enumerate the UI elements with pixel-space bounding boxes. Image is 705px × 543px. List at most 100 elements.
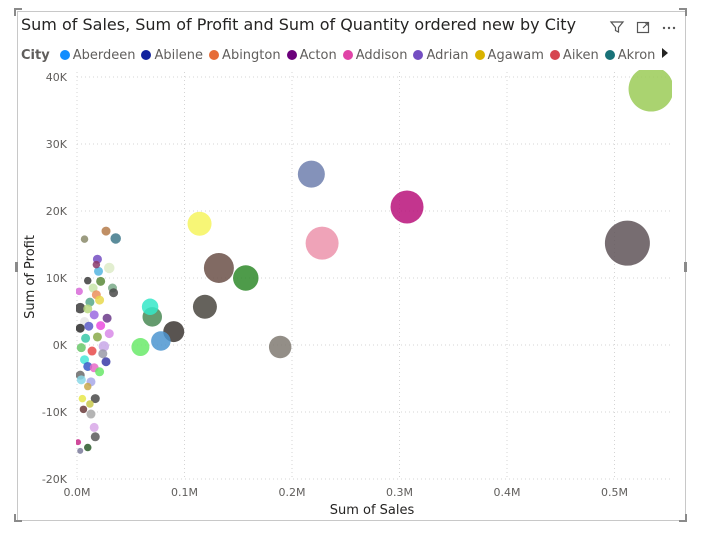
data-point[interactable] (98, 341, 110, 352)
legend-item[interactable]: Agawam (474, 47, 544, 63)
data-point[interactable] (78, 394, 87, 403)
data-point[interactable] (628, 67, 674, 112)
legend-dot (474, 50, 485, 60)
data-point[interactable] (80, 355, 90, 365)
legend-dot (209, 50, 220, 60)
data-point[interactable] (95, 367, 105, 377)
data-point[interactable] (83, 304, 93, 314)
data-point[interactable] (390, 190, 424, 224)
data-point[interactable] (96, 321, 106, 331)
data-point[interactable] (104, 329, 114, 339)
legend-item[interactable]: Abilene (141, 48, 203, 63)
data-point[interactable] (76, 375, 86, 385)
resize-handle-left[interactable] (15, 262, 18, 272)
data-point[interactable] (92, 260, 101, 269)
data-point[interactable] (76, 323, 85, 333)
data-point[interactable] (268, 335, 292, 359)
legend-dot (549, 50, 560, 60)
resize-handle-right[interactable] (684, 262, 687, 272)
data-point[interactable] (96, 276, 106, 286)
legend-item[interactable]: Abington (209, 48, 281, 63)
grid-lines (76, 72, 670, 480)
legend-item[interactable]: Aiken (549, 48, 599, 63)
y-tick-label: -10K (42, 406, 68, 419)
data-point[interactable] (305, 226, 339, 260)
data-point[interactable] (297, 160, 325, 188)
legend-dot (286, 50, 297, 60)
data-point[interactable] (604, 220, 650, 266)
focus-mode-icon[interactable] (634, 18, 652, 36)
data-point[interactable] (104, 262, 115, 274)
data-point[interactable] (192, 294, 217, 319)
data-point[interactable] (84, 321, 94, 331)
filter-icon[interactable] (608, 18, 626, 36)
x-axis-ticks: 0.0M 0.1M 0.2M 0.3M 0.4M 0.5M (64, 486, 628, 499)
data-point[interactable] (203, 252, 234, 283)
legend-dot (59, 50, 70, 60)
data-point[interactable] (94, 266, 103, 276)
legend-label: Abington (222, 47, 281, 63)
data-point[interactable] (187, 211, 212, 236)
data-point[interactable] (77, 447, 84, 454)
resize-handle-bottom-left[interactable] (14, 514, 22, 522)
data-point[interactable] (76, 343, 86, 353)
legend-label: Addison (355, 47, 408, 63)
data-point[interactable] (84, 276, 92, 285)
legend-item[interactable]: Acton (286, 47, 337, 63)
data-point[interactable] (86, 409, 96, 419)
data-point[interactable] (233, 265, 259, 291)
y-axis-ticks: -20K -10K 0K 10K 20K 30K 40K (42, 71, 68, 486)
legend: City Aberdeen Abilene Abington Acton Addison… (21, 45, 661, 65)
data-point[interactable] (131, 338, 150, 357)
data-point[interactable] (79, 405, 88, 414)
legend-dot (604, 50, 615, 60)
data-point[interactable] (102, 313, 112, 323)
legend-label: Abilene (154, 47, 204, 63)
data-points (75, 67, 674, 454)
data-point[interactable] (86, 400, 94, 408)
data-point[interactable] (75, 302, 86, 314)
data-point[interactable] (81, 333, 91, 343)
data-point[interactable] (110, 233, 121, 244)
data-point[interactable] (90, 432, 100, 442)
data-point[interactable] (75, 287, 83, 296)
data-point[interactable] (90, 394, 100, 404)
x-tick-label: 0.3M (386, 486, 413, 499)
more-options-icon[interactable] (660, 18, 678, 36)
data-point[interactable] (88, 283, 98, 293)
legend-item[interactable]: Addison (342, 47, 408, 63)
data-point[interactable] (89, 310, 99, 320)
x-tick-label: 0.2M (279, 486, 306, 499)
x-tick-label: 0.5M (601, 486, 628, 499)
x-axis-title: Sum of Sales (330, 503, 415, 518)
data-point[interactable] (92, 332, 102, 342)
resize-handle-bottom-right[interactable] (679, 514, 687, 522)
data-point[interactable] (84, 382, 92, 391)
visual-frame[interactable] (17, 11, 686, 521)
data-point[interactable] (84, 443, 92, 452)
data-point[interactable] (101, 357, 111, 367)
data-point[interactable] (151, 331, 171, 351)
data-point[interactable] (75, 439, 82, 446)
data-point[interactable] (98, 349, 108, 359)
legend-label: Agawam (487, 47, 544, 63)
legend-item[interactable]: Adrian (413, 48, 469, 63)
legend-item[interactable]: Aberdeen (59, 48, 135, 63)
data-point[interactable] (109, 288, 119, 298)
data-point[interactable] (89, 422, 99, 432)
x-tick-label: 0.0M (64, 486, 91, 499)
data-point[interactable] (80, 235, 89, 243)
resize-handle-top-right[interactable] (679, 8, 687, 16)
y-tick-label: 30K (46, 138, 68, 151)
legend-dot (141, 50, 152, 60)
data-point[interactable] (87, 346, 97, 356)
data-point[interactable] (101, 226, 111, 236)
legend-next-arrow-icon[interactable] (662, 48, 668, 58)
y-tick-label: 10K (46, 272, 68, 285)
data-point[interactable] (95, 295, 105, 305)
resize-handle-top-left[interactable] (14, 8, 22, 16)
legend-label: Acton (299, 47, 337, 63)
legend-item[interactable]: Akron (604, 48, 655, 63)
data-point[interactable] (141, 298, 159, 316)
